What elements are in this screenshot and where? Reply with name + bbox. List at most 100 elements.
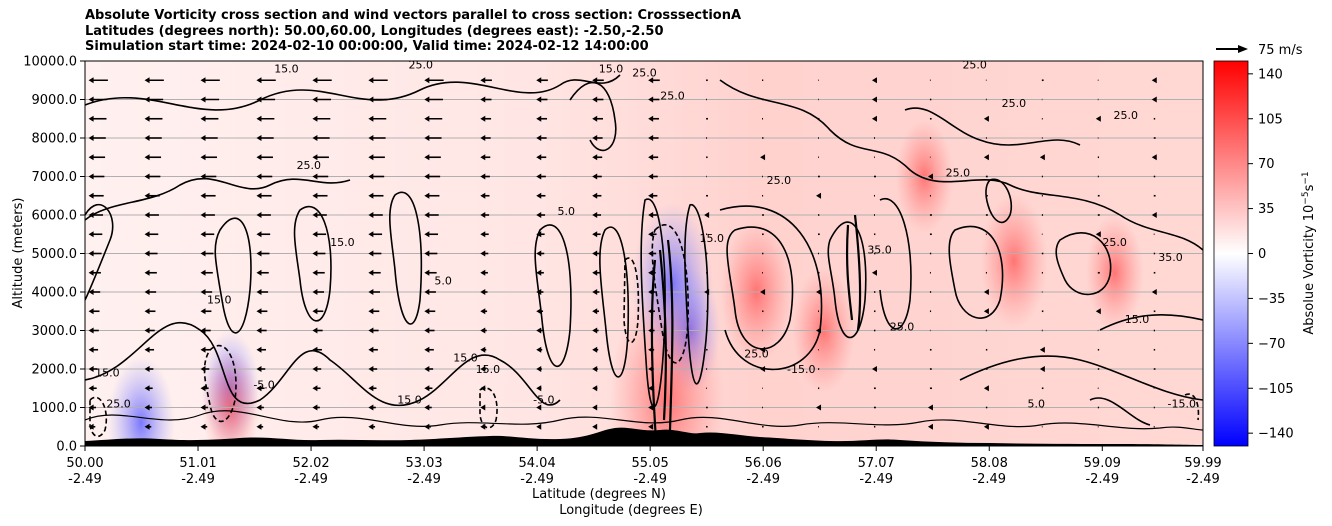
x-tick-label-lat: 50.00 [66,456,103,471]
contour-label: -5.0 [533,394,554,407]
wind-vector-head [648,346,654,353]
wind-vector-head [424,346,430,353]
wind-vector-head [648,269,654,276]
vorticity-region [201,349,260,446]
wind-vector-head [424,308,430,315]
wind-vector-head [312,308,318,315]
wind-vector-head [760,289,766,295]
contour-line [1089,397,1151,426]
x-tick-label-lat: 59.09 [1084,456,1121,471]
wind-vector-head [424,154,430,161]
wind-vector-head [1151,77,1157,84]
contour-label: 25.0 [962,59,987,72]
x-tick-label-lon: -2.49 [294,472,328,487]
wind-vector-head [200,77,206,84]
wind-vector-head [200,289,206,295]
wind-vector-head [648,423,654,430]
wind-vector-head [480,212,486,218]
wind-vector-head [816,327,822,334]
wind-vector-head [480,115,486,122]
x-axis: 50.00-2.4951.01-2.4952.02-2.4953.03-2.49… [66,446,1222,487]
wind-vector-head [312,385,318,392]
wind-vector-head [256,423,262,430]
chart-title-line-1: Absolute Vorticity cross section and win… [85,8,742,23]
wind-vector-head [983,115,989,122]
colorbar-tick-label: −140 [1258,427,1294,442]
wind-vector-head [424,250,430,257]
contour-line [85,410,1203,431]
y-tick-label: 9000.0 [32,93,78,108]
wind-vector-head [256,308,262,315]
wind-vector-head [200,173,206,180]
wind-vector-head [200,115,206,122]
contour-line [719,79,1203,251]
wind-vector-head [480,327,486,334]
contour-label: 15.0 [95,367,120,380]
y-axis-label: Altitude (meters) [11,198,26,309]
wind-vector-head [592,231,598,238]
contour-line [845,214,862,331]
wind-vector-head [88,231,94,238]
wind-vector-head [424,289,430,295]
wind-vector-head [536,404,542,411]
wind-vector-head [983,289,989,295]
contour-labels: 15.015.05.015.0-5.05.025.015.025.025.035… [95,59,1196,411]
colorbar-tick-label: 35 [1258,202,1275,217]
wind-vector-head [480,346,486,353]
wind-vector-head [424,423,430,430]
y-tick-label: 1000.0 [32,401,78,416]
wind-vector-head [648,308,654,315]
wind-vector-head [88,135,94,141]
wind-vector-head [648,135,654,141]
wind-vector-head [1151,96,1157,103]
wind-vector-head [983,385,989,392]
wind-vector-head [424,269,430,276]
wind-vector-head [312,115,318,122]
wind-vector-head [536,423,542,430]
wind-vector-head [312,135,318,141]
contour-label: 25.0 [946,167,971,180]
wind-vector-head [424,173,430,180]
wind-vector-head [480,366,486,372]
wind-vector-head [592,346,598,353]
wind-vector-head [592,423,598,430]
wind-vector-head [704,289,710,295]
wind-vector-head [480,77,486,84]
x-tick-label-lon: -2.49 [68,472,102,487]
wind-vector-head [368,269,374,276]
wind-vector-head [648,77,654,84]
wind-vector-head [871,77,877,84]
y-axis: 0.0 1000.0 2000.0 3000.0 4000.0 5000.0 6000.0 7… [23,55,85,455]
wind-vector-head [256,269,262,276]
contour-line [293,205,332,322]
contour-line [214,217,252,334]
wind-vector-head [592,404,598,411]
y-tick-label: 8000.0 [32,132,78,147]
wind-vector-head [144,346,150,353]
wind-vector-head [480,308,486,315]
wind-vector-head [88,289,94,295]
wind-vector-head [424,77,430,84]
wind-vector-head [368,308,374,315]
contour-label: 25.0 [408,59,433,72]
wind-vector-head [536,154,542,161]
wind-vector-head [312,96,318,103]
wind-vector-head [592,96,598,103]
wind-vector-head [480,269,486,276]
x-tick-label-lat: 52.02 [292,456,329,471]
contour-line [684,204,709,385]
contour-line [959,355,1203,401]
wind-vector-head [592,308,598,315]
wind-vector-head [144,154,150,161]
wind-vector-head [312,231,318,238]
wind-vector-head [200,135,206,141]
wind-vector-head [312,154,318,161]
wind-vector-head [536,192,542,199]
colorbar-gradient [1213,60,1249,447]
wind-vector-head [536,327,542,334]
wind-vector-head [144,212,150,218]
x-tick-label-lon: -2.49 [407,472,441,487]
wind-vector-head [88,154,94,161]
wind-vector-head [480,96,486,103]
contour-line [879,197,912,330]
